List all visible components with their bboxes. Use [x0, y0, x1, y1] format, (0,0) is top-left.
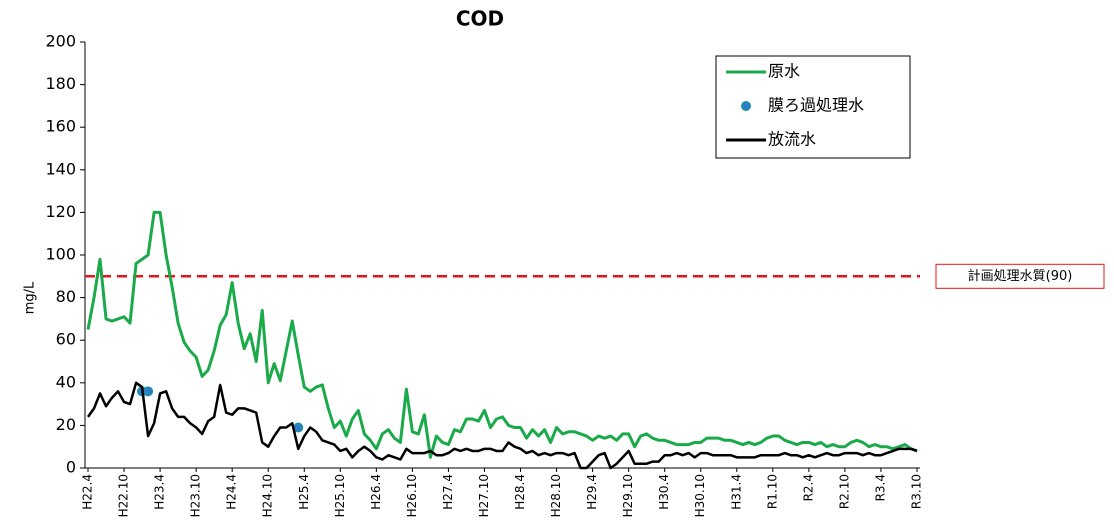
x-tick-label: H26.4	[369, 474, 383, 510]
x-tick-label: R3.10	[909, 474, 923, 509]
x-tick-label: H29.4	[585, 474, 599, 510]
x-tick-label: H29.10	[621, 474, 635, 517]
legend-label: 膜ろ過処理水	[768, 96, 864, 115]
reference-label: 計画処理水質(90)	[968, 268, 1073, 284]
x-tick-label: H28.10	[549, 474, 563, 517]
y-tick-label: 120	[45, 202, 76, 221]
y-tick-label: 0	[66, 458, 76, 477]
y-tick-label: 60	[56, 330, 76, 349]
x-tick-label: H26.10	[405, 474, 419, 517]
x-tick-label: H22.4	[81, 474, 95, 510]
y-tick-label: 100	[45, 245, 76, 264]
x-tick-label: H25.4	[297, 474, 311, 510]
y-tick-label: 140	[45, 159, 76, 178]
reference-label-box	[935, 263, 1105, 289]
y-tick-label: 180	[45, 74, 76, 93]
y-tick-label: 200	[45, 32, 76, 51]
x-tick-label: H28.4	[513, 474, 527, 510]
x-tick-label: H27.10	[477, 474, 491, 517]
x-tick-label: H30.10	[693, 474, 707, 517]
x-tick-label: R3.4	[873, 474, 887, 501]
y-tick-label: 80	[56, 287, 76, 306]
x-tick-label: H23.10	[189, 474, 203, 517]
x-tick-label: H31.4	[729, 474, 743, 510]
x-tick-label: H30.4	[657, 474, 671, 510]
series-line	[86, 210, 918, 459]
x-tick-label: H25.10	[333, 474, 347, 517]
y-tick-label: 160	[45, 117, 76, 136]
x-tick-label: H27.4	[441, 474, 455, 510]
x-tick-label: H24.4	[225, 474, 239, 510]
legend-marker	[741, 101, 751, 111]
x-tick-label: H23.4	[153, 474, 167, 510]
series-marker	[143, 386, 154, 397]
chart-title: COD	[456, 7, 504, 31]
x-tick-label: R1.10	[765, 474, 779, 509]
x-tick-label: H22.10	[117, 474, 131, 517]
x-tick-label: R2.4	[801, 474, 815, 501]
legend-label: 原水	[768, 62, 800, 81]
y-tick-label: 20	[56, 415, 76, 434]
x-tick-label: R2.10	[837, 474, 851, 509]
x-tick-label: H24.10	[261, 474, 275, 517]
y-axis-label: mg/L	[23, 281, 38, 314]
y-tick-label: 40	[56, 372, 76, 391]
legend-label: 放流水	[768, 130, 816, 149]
series-line	[86, 381, 918, 470]
